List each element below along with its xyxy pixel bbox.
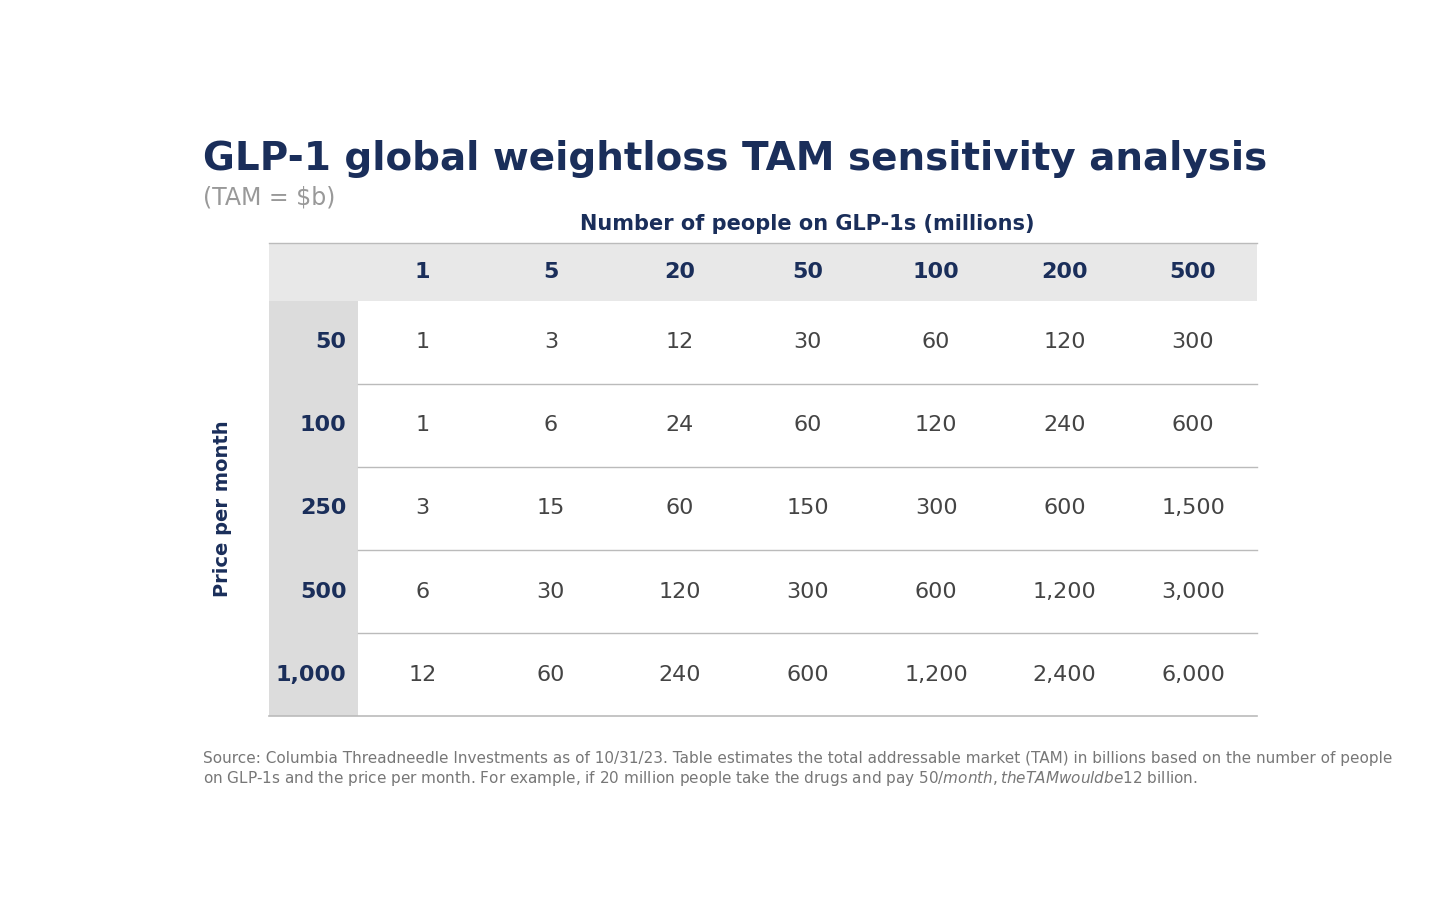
Text: 600: 600	[914, 581, 958, 601]
Text: 300: 300	[786, 581, 829, 601]
Text: 3: 3	[544, 332, 557, 352]
Bar	[269, 243, 1257, 301]
Text: GLP-1 global weightloss TAM sensitivity analysis: GLP-1 global weightloss TAM sensitivity …	[203, 140, 1267, 178]
Text: 6,000: 6,000	[1161, 665, 1225, 685]
Text: 1: 1	[415, 262, 431, 282]
Text: 12: 12	[409, 665, 436, 685]
Text: 60: 60	[665, 499, 694, 518]
Text: 60: 60	[537, 665, 564, 685]
Bar	[359, 467, 1257, 550]
Text: 24: 24	[665, 415, 694, 436]
Text: 6: 6	[415, 581, 429, 601]
Text: Number of people on GLP-1s (millions): Number of people on GLP-1s (millions)	[580, 213, 1035, 233]
Bar	[269, 383, 359, 467]
Text: 600: 600	[1044, 499, 1086, 518]
Text: 1,200: 1,200	[1032, 581, 1096, 601]
Text: 1: 1	[415, 415, 429, 436]
Text: 240: 240	[658, 665, 701, 685]
Text: 3,000: 3,000	[1161, 581, 1225, 601]
Bar	[359, 550, 1257, 633]
Bar	[359, 383, 1257, 467]
Text: 3: 3	[415, 499, 429, 518]
Text: 1,200: 1,200	[904, 665, 968, 685]
Text: 12: 12	[665, 332, 694, 352]
Text: 600: 600	[1172, 415, 1214, 436]
Bar	[269, 301, 359, 383]
Text: 600: 600	[786, 665, 829, 685]
Text: 200: 200	[1041, 262, 1087, 282]
Bar	[359, 301, 1257, 383]
Text: 240: 240	[1044, 415, 1086, 436]
Text: 5: 5	[543, 262, 559, 282]
Text: 500: 500	[300, 581, 347, 601]
Text: 15: 15	[537, 499, 564, 518]
Bar	[269, 467, 359, 550]
Text: 6: 6	[544, 415, 557, 436]
Text: 1: 1	[415, 332, 429, 352]
Bar	[269, 550, 359, 633]
Text: 120: 120	[658, 581, 701, 601]
Bar	[269, 633, 359, 716]
Text: 20: 20	[664, 262, 696, 282]
Text: 120: 120	[1044, 332, 1086, 352]
Text: 60: 60	[793, 415, 822, 436]
Text: 100: 100	[300, 415, 347, 436]
Text: 60: 60	[922, 332, 950, 352]
Text: 150: 150	[786, 499, 829, 518]
Bar	[359, 633, 1257, 716]
Text: 30: 30	[537, 581, 564, 601]
Text: 100: 100	[913, 262, 959, 282]
Text: 2,400: 2,400	[1032, 665, 1096, 685]
Text: 120: 120	[914, 415, 958, 436]
Text: 30: 30	[793, 332, 822, 352]
Text: (TAM = $b): (TAM = $b)	[203, 185, 336, 209]
Text: 50: 50	[792, 262, 824, 282]
Text: Source: Columbia Threadneedle Investments as of 10/31/23. Table estimates the to: Source: Columbia Threadneedle Investment…	[203, 751, 1392, 788]
Text: 50: 50	[315, 332, 347, 352]
Text: 300: 300	[914, 499, 958, 518]
Text: 1,000: 1,000	[276, 665, 347, 685]
Text: 500: 500	[1169, 262, 1217, 282]
Text: 1,500: 1,500	[1161, 499, 1225, 518]
Text: 250: 250	[301, 499, 347, 518]
Text: 300: 300	[1172, 332, 1214, 352]
Text: Price per month: Price per month	[213, 420, 232, 597]
